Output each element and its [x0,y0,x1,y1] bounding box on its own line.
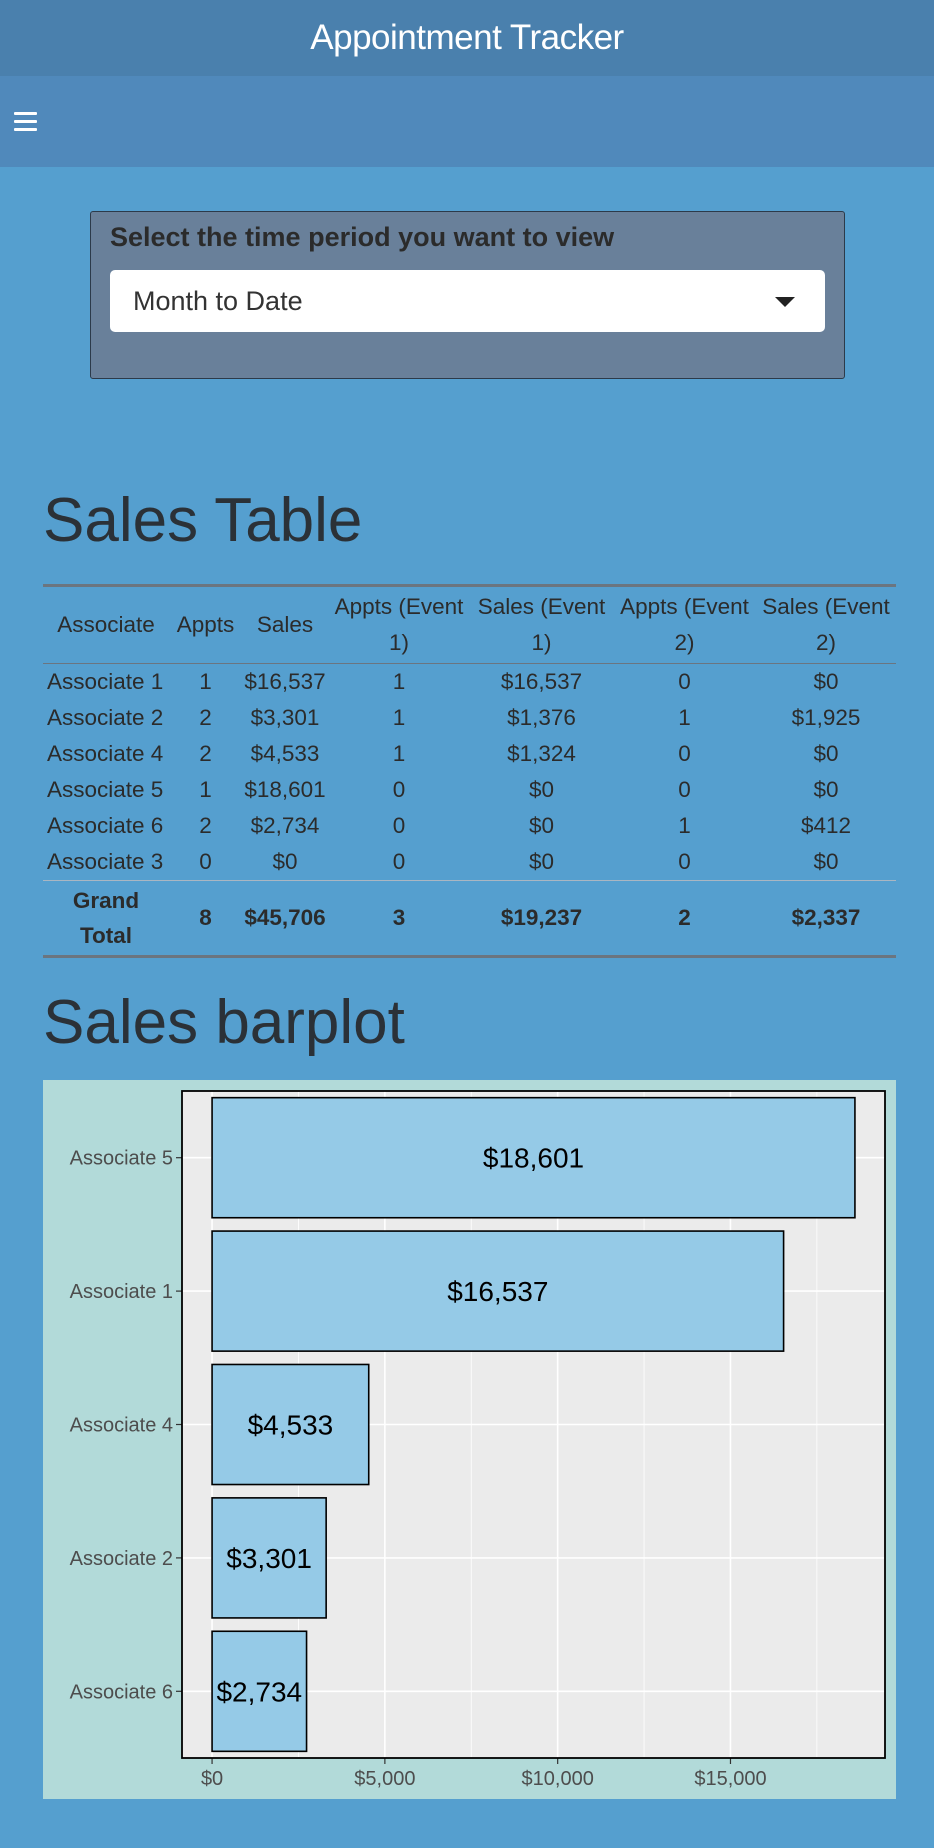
column-header[interactable]: Sales (Event 2) [762,594,890,655]
bar-data-label: $16,537 [447,1276,548,1307]
table-cell: $16,537 [244,669,326,694]
navbar [0,76,934,167]
table-cell: $0 [528,813,555,838]
bar [211,1497,327,1619]
table-row: Associate 6 2 $2,734 0 $0 1 $412 [43,808,896,844]
column-header[interactable]: Appts (Event 2) [620,594,749,655]
table-cell: Associate 2 [47,705,164,730]
table-row: Associate 2 2 $3,301 1 $1,376 1 $1,925 [43,700,896,736]
table-cell: 1 [392,741,406,766]
bar-data-label: $2,734 [216,1676,302,1707]
column-header[interactable]: Sales (Event 1) [477,594,606,655]
x-tick-label: $10,000 [522,1768,594,1790]
y-tick-label: Associate 5 [70,1148,173,1170]
table-cell: 0 [392,777,406,802]
bar-data-label: $4,533 [248,1410,334,1441]
table-cell: $412 [800,813,852,838]
table-cell: $4,533 [250,741,320,766]
table-cell: $0 [813,669,839,694]
table-cell: $45,706 [244,905,326,930]
table-cell: 1 [392,669,406,694]
chevron-down-icon [775,297,795,307]
bar [211,1096,856,1219]
x-tick-label: $15,000 [694,1768,766,1790]
app-header: Appointment Tracker [0,0,934,76]
table-cell: 0 [678,741,691,766]
grand-total-row: Grand Total 8 $45,706 3 $19,237 2 $2,337 [43,880,896,957]
table-cell: 0 [392,813,406,838]
table-cell: 0 [678,849,691,874]
table-cell: 8 [199,905,212,930]
bar [211,1363,370,1486]
table-cell: Associate 4 [47,741,164,766]
column-header[interactable]: Appts (Event 1) [334,594,464,655]
column-header[interactable]: Sales [256,612,314,637]
table-cell: 0 [392,849,406,874]
sales-table-title: Sales Table [43,486,363,555]
y-tick-label: Associate 1 [70,1281,173,1303]
table-cell: Associate 5 [47,777,164,802]
table-row: Associate 5 1 $18,601 0 $0 0 $0 [43,772,896,808]
table-cell: 0 [199,849,212,874]
table-cell: $19,237 [500,905,583,930]
sales-table: Associate Appts Sales Appts (Event 1) Sa… [43,584,896,958]
table-cell: 3 [392,905,406,930]
table-cell: 0 [678,777,691,802]
table-cell: Associate 1 [47,669,164,694]
column-header[interactable]: Appts [176,612,235,637]
table-header-row: Associate Appts Sales Appts (Event 1) Sa… [43,585,896,664]
filter-panel: Select the time period you want to view … [90,211,845,379]
table-cell: $0 [528,777,555,802]
table-cell: $2,337 [791,905,861,930]
table-cell: $0 [813,741,839,766]
x-tick-label: $0 [201,1768,223,1790]
bar [211,1630,308,1753]
sales-barplot: $0 $5,000 $10,000 $15,000 Associate 5 Associa… [43,1080,896,1799]
table-cell: $16,537 [500,669,583,694]
table-cell: 2 [678,905,691,930]
y-tick-label: Associate 2 [70,1548,173,1570]
table-cell: Associate 3 [47,849,164,874]
table-cell: 2 [199,705,212,730]
table-cell: 2 [199,813,212,838]
table-cell: $0 [272,849,298,874]
table-cell: $0 [813,777,839,802]
table-cell: $3,301 [250,705,320,730]
plot-border [181,1090,886,1759]
bar-data-label: $3,301 [226,1543,312,1574]
table-row: Associate 1 1 $16,537 1 $16,537 0 $0 [43,664,896,701]
x-tick-label: $5,000 [354,1768,415,1790]
table-cell: $2,734 [250,813,320,838]
table-cell: 1 [678,813,691,838]
table-cell: 2 [199,741,212,766]
bar [211,1230,785,1352]
menu-toggle-icon[interactable] [14,112,37,131]
table-cell: $18,601 [244,777,326,802]
bar-data-label: $18,601 [483,1143,584,1174]
table-row: Associate 4 2 $4,533 1 $1,324 0 $0 [43,736,896,772]
table-cell: $0 [813,849,839,874]
table-cell: 1 [392,705,406,730]
table-cell: 1 [199,669,212,694]
table-cell: Associate 6 [47,813,164,838]
table-cell: $1,376 [507,705,576,730]
table-row: Associate 3 0 $0 0 $0 0 $0 [43,844,896,881]
sales-barplot-title: Sales barplot [43,988,405,1057]
table-cell: 0 [678,669,691,694]
table-cell: $1,324 [507,741,576,766]
time-period-label: Select the time period you want to view [110,222,615,252]
table-cell: 1 [678,705,691,730]
time-period-value: Month to Date [133,285,303,316]
table-cell: $0 [528,849,555,874]
table-cell: 1 [199,777,212,802]
table-cell: $1,925 [791,705,861,730]
y-tick-label: Associate 6 [70,1681,173,1703]
y-tick-label: Associate 4 [70,1415,173,1437]
barplot-svg: $0 $5,000 $10,000 $15,000 Associate 5 Associa… [70,1090,886,1790]
time-period-select[interactable]: Month to Date [110,270,825,332]
column-header[interactable]: Associate [57,612,155,637]
table-cell: Grand Total [72,888,140,948]
app-title: Appointment Tracker [310,18,624,57]
